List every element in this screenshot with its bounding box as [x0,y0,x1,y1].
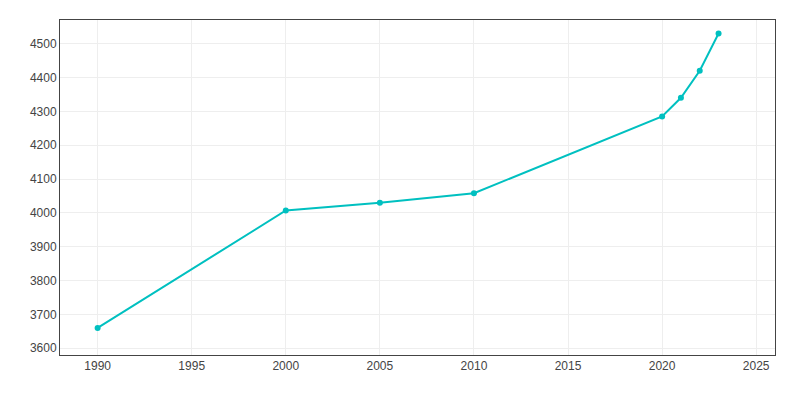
svg-text:4100: 4100 [30,172,57,186]
svg-text:2020: 2020 [649,359,676,373]
svg-text:2010: 2010 [461,359,488,373]
svg-text:4500: 4500 [30,37,57,51]
svg-text:3800: 3800 [30,274,57,288]
svg-text:2005: 2005 [367,359,394,373]
svg-text:2000: 2000 [272,359,299,373]
svg-text:4200: 4200 [30,138,57,152]
svg-text:3700: 3700 [30,308,57,322]
svg-text:2015: 2015 [555,359,582,373]
svg-text:3600: 3600 [30,341,57,355]
svg-text:4400: 4400 [30,71,57,85]
svg-text:1995: 1995 [178,359,205,373]
svg-text:1990: 1990 [84,359,111,373]
svg-text:3900: 3900 [30,240,57,254]
svg-text:4000: 4000 [30,206,57,220]
svg-text:4300: 4300 [30,105,57,119]
svg-text:2025: 2025 [743,359,770,373]
